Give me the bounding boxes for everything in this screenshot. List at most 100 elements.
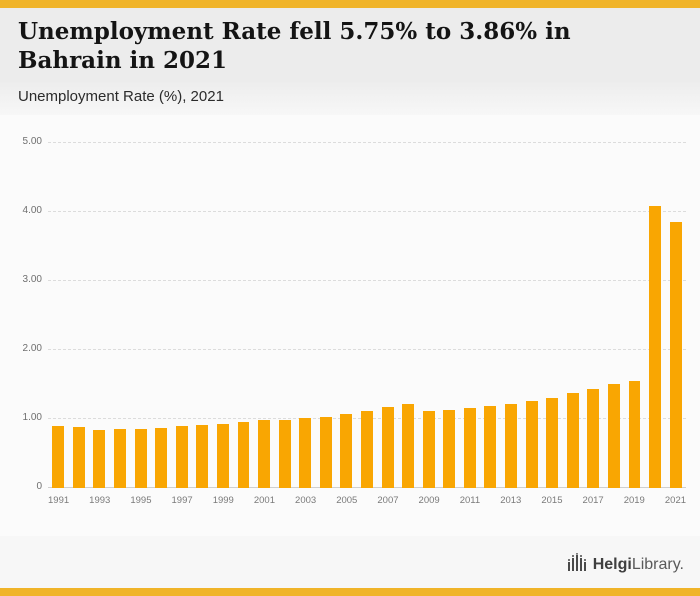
bar-2004 [319, 416, 332, 488]
x-tick-2006 [357, 495, 377, 506]
gridline-3.00 [48, 279, 686, 281]
bar-1993 [93, 430, 106, 488]
bar-2010 [443, 410, 456, 488]
x-tick-1992 [69, 495, 89, 506]
bar-slot-2006 [357, 143, 378, 488]
bar-slot-2014 [521, 143, 542, 488]
bar-series [48, 143, 686, 488]
bar-slot-2005 [336, 143, 357, 488]
bar-1994 [114, 429, 126, 488]
bar-slot-1999 [213, 143, 234, 488]
bar-1991 [52, 425, 65, 488]
bar-1996 [155, 427, 168, 488]
x-tick-2000 [234, 495, 254, 506]
x-tick-2015: 2015 [541, 495, 563, 506]
bar-slot-1995 [130, 143, 151, 488]
bar-2008 [402, 404, 415, 488]
bar-2000 [237, 422, 250, 488]
brand-name-bold: Helgi [592, 555, 632, 573]
y-tick-5.00: 5.00 [22, 135, 42, 147]
x-tick-2002 [275, 495, 295, 506]
x-tick-1996 [151, 495, 171, 506]
x-tick-1991: 1991 [48, 495, 70, 506]
bar-slot-2010 [439, 143, 460, 488]
x-tick-2018 [604, 495, 624, 506]
x-tick-1999: 1999 [212, 495, 234, 506]
bar-slot-1998 [192, 143, 213, 488]
bar-slot-1997 [171, 143, 192, 488]
chart-subtitle: Unemployment Rate (%), 2021 [18, 87, 224, 105]
bar-slot-2016 [562, 143, 583, 488]
bar-2002 [278, 419, 291, 488]
bar-2003 [299, 418, 312, 488]
x-tick-2012 [480, 495, 500, 506]
chart-header: Unemployment Rate fell 5.75% to 3.86% in… [0, 8, 700, 82]
bar-chart: 0 1.00 2.00 3.00 4.00 5.00 1991 1993 1995 1997 19… [0, 114, 700, 536]
bar-slot-2019 [624, 143, 645, 488]
bar-2006 [361, 410, 373, 488]
bar-slot-2003 [295, 143, 316, 488]
helgi-library-logo: HelgiLibrary. [567, 553, 684, 576]
gridline-2.00 [48, 348, 686, 350]
x-tick-2021: 2021 [664, 495, 687, 506]
bar-2020 [649, 205, 662, 488]
bar-1995 [134, 428, 147, 488]
bar-slot-2009 [418, 143, 439, 488]
bar-slot-2021 [665, 143, 686, 488]
bar-slot-1991 [48, 143, 69, 488]
x-tick-1993: 1993 [89, 495, 111, 506]
x-tick-2019: 2019 [623, 495, 645, 506]
bar-2012 [484, 405, 497, 488]
bar-slot-2007 [377, 143, 398, 488]
bar-2009 [422, 410, 435, 488]
x-axis-labels: 1991 1993 1995 1997 1999 2001 2003 2005 2007 2009… [48, 495, 686, 506]
bar-slot-2018 [604, 143, 625, 488]
x-tick-1995: 1995 [130, 495, 152, 506]
bar-2011 [463, 407, 476, 488]
gridline-5.00 [48, 141, 686, 143]
y-tick-2.00: 2.00 [22, 342, 42, 354]
bar-slot-1996 [151, 143, 172, 488]
x-tick-2010 [440, 495, 460, 506]
bar-slot-2017 [583, 143, 604, 488]
footer: HelgiLibrary. [0, 536, 700, 588]
x-tick-2003: 2003 [295, 495, 317, 506]
x-tick-2017: 2017 [582, 495, 604, 506]
page-title: Unemployment Rate fell 5.75% to 3.86% in… [18, 18, 571, 75]
bar-slot-2015 [542, 143, 563, 488]
bar-slot-2004 [316, 143, 337, 488]
bar-slot-1993 [89, 143, 110, 488]
x-tick-2007: 2007 [377, 495, 399, 506]
bar-2005 [340, 414, 353, 488]
x-tick-2008 [399, 495, 419, 506]
gridline-4.00 [48, 210, 686, 212]
bar-2018 [607, 384, 620, 488]
x-tick-2009: 2009 [418, 495, 440, 506]
brand-suffix: . [679, 555, 684, 573]
bar-1998 [196, 425, 209, 488]
brand-text: HelgiLibrary. [593, 556, 684, 574]
y-tick-3.00: 3.00 [22, 273, 42, 285]
x-tick-2016 [563, 495, 583, 506]
bar-slot-2011 [460, 143, 481, 488]
bar-slot-2001 [254, 143, 275, 488]
brand-name-light: Library [631, 555, 680, 573]
bar-2013 [505, 403, 517, 488]
plot-area: 0 1.00 2.00 3.00 4.00 5.00 1991 1993 1995 1997 19… [23, 136, 686, 506]
bar-slot-2008 [398, 143, 419, 488]
bar-slot-2002 [274, 143, 295, 488]
bar-1992 [72, 427, 85, 488]
bar-2001 [258, 420, 271, 488]
bar-slot-2020 [645, 143, 666, 488]
x-tick-1994 [110, 495, 130, 506]
bar-slot-2013 [501, 143, 522, 488]
x-tick-2013: 2013 [500, 495, 522, 506]
x-tick-1998 [193, 495, 213, 506]
bar-2014 [525, 401, 538, 488]
chart-subheader: Unemployment Rate (%), 2021 [0, 81, 700, 115]
x-tick-2005: 2005 [336, 495, 358, 506]
x-tick-2020 [645, 495, 665, 506]
bar-2019 [628, 381, 641, 488]
bottom-accent-bar [0, 588, 700, 596]
